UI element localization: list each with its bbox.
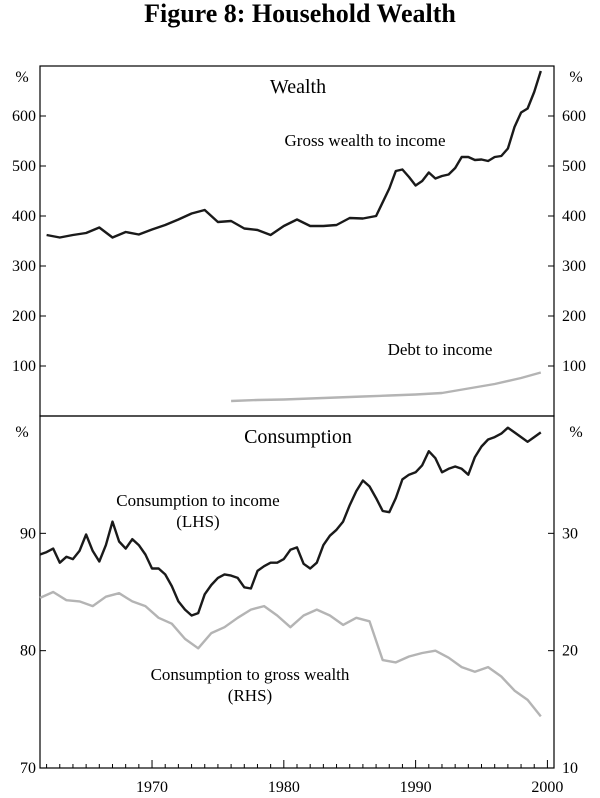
y-tick-label-right: 100 [562,358,586,375]
debt-label: Debt to income [388,340,493,359]
y-tick-label-left: 80 [20,643,36,660]
y-tick-label-right: 200 [562,308,586,325]
consumption-panel-title: Consumption [244,426,352,448]
consumption-axes: 70 80 90 10 20 30 1970 1980 1990 2000 [20,525,578,796]
wealth-y-axis: 100 100 200 200 300 300 400 400 500 500 600 600 [12,108,586,375]
consumption-panel-frame [39,415,555,769]
y-tick-label-right: 30 [562,525,578,542]
y-tick-label-left: 70 [20,760,36,777]
y-tick-label-right: 400 [562,208,586,225]
wealth-unit-right: % [569,69,582,86]
x-tick-label: 1980 [268,779,300,796]
y-tick-label-right: 600 [562,108,586,125]
wealth-series [46,70,542,403]
cons-wealth-label: Consumption to gross wealth [151,665,350,684]
consumption-to-wealth-line [39,590,542,718]
gross-wealth-label: Gross wealth to income [285,131,446,150]
y-tick-label-left: 500 [12,158,36,175]
y-tick-label-left: 400 [12,208,36,225]
y-tick-label-left: 100 [12,358,36,375]
y-tick-label-right: 20 [562,643,578,660]
debt-line [231,371,542,403]
x-tick-label: 1970 [136,779,168,796]
cons-wealth-sublabel: (RHS) [228,686,272,705]
cons-income-label: Consumption to income [116,491,279,510]
wealth-panel-frame [39,65,555,417]
consumption-unit-left: % [15,424,28,441]
y-tick-label-right: 300 [562,258,586,275]
x-tick-label: 1990 [400,779,432,796]
consumption-series [39,426,542,718]
y-tick-label-left: 600 [12,108,36,125]
y-tick-label-left: 90 [20,525,36,542]
figure-title: Figure 8: Household Wealth [144,0,456,28]
cons-income-sublabel: (LHS) [176,512,219,531]
y-tick-label-left: 300 [12,258,36,275]
y-tick-label-right: 10 [562,760,578,777]
consumption-unit-right: % [569,424,582,441]
y-tick-label-right: 500 [562,158,586,175]
wealth-unit-left: % [15,69,28,86]
gross-wealth-line [46,70,542,239]
y-tick-label-left: 200 [12,308,36,325]
x-tick-label: 2000 [531,779,563,796]
consumption-to-income-line [39,426,542,617]
wealth-panel-title: Wealth [270,76,326,98]
